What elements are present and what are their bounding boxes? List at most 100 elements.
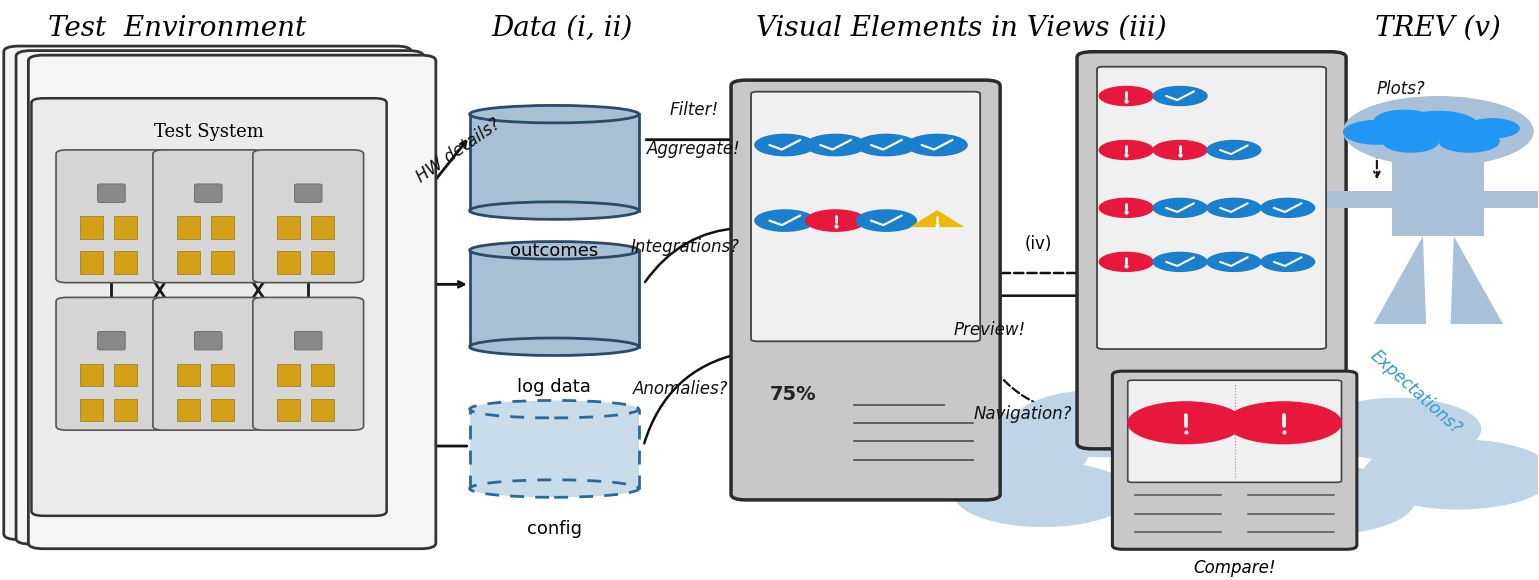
Bar: [211, 398, 234, 421]
Circle shape: [1013, 389, 1197, 458]
Bar: [469, 409, 639, 488]
Bar: [311, 216, 334, 239]
Bar: [1324, 191, 1539, 208]
FancyBboxPatch shape: [1097, 67, 1327, 349]
Text: 75%: 75%: [770, 385, 816, 404]
Bar: [277, 251, 300, 274]
Circle shape: [1153, 86, 1208, 106]
FancyBboxPatch shape: [55, 298, 166, 430]
Bar: [469, 114, 639, 211]
Circle shape: [1465, 118, 1521, 139]
Circle shape: [1153, 198, 1208, 218]
Text: Expectations?: Expectations?: [1367, 347, 1465, 438]
Bar: [277, 216, 300, 239]
FancyBboxPatch shape: [97, 331, 125, 350]
Circle shape: [1153, 140, 1208, 160]
Circle shape: [1313, 398, 1482, 460]
Text: Integrations?: Integrations?: [631, 238, 739, 256]
FancyBboxPatch shape: [152, 298, 263, 430]
Circle shape: [805, 133, 866, 157]
Circle shape: [1207, 140, 1262, 160]
Text: outcomes: outcomes: [509, 242, 599, 260]
Bar: [177, 364, 200, 386]
Ellipse shape: [469, 106, 639, 123]
Bar: [80, 216, 103, 239]
Circle shape: [874, 412, 1090, 491]
FancyBboxPatch shape: [1128, 380, 1342, 483]
Bar: [469, 251, 639, 347]
Circle shape: [1099, 140, 1154, 160]
Circle shape: [1099, 198, 1154, 218]
Circle shape: [1225, 465, 1416, 535]
Circle shape: [1399, 111, 1479, 140]
Bar: [177, 216, 200, 239]
Text: Filter!: Filter!: [669, 100, 719, 119]
Text: Compare!: Compare!: [1193, 560, 1276, 578]
Circle shape: [754, 133, 816, 157]
FancyBboxPatch shape: [31, 98, 386, 516]
Text: Navigation?: Navigation?: [974, 405, 1073, 423]
FancyBboxPatch shape: [194, 331, 222, 350]
Text: (iv): (iv): [1025, 235, 1053, 253]
Polygon shape: [1451, 236, 1504, 324]
Circle shape: [1260, 252, 1316, 272]
Ellipse shape: [469, 338, 639, 356]
Bar: [311, 364, 334, 386]
Text: TREV (v): TREV (v): [1376, 15, 1502, 42]
Circle shape: [1207, 252, 1262, 272]
Circle shape: [856, 209, 917, 232]
Bar: [114, 251, 137, 274]
FancyBboxPatch shape: [252, 150, 363, 282]
Ellipse shape: [469, 400, 639, 418]
FancyBboxPatch shape: [252, 298, 363, 430]
FancyBboxPatch shape: [15, 50, 423, 544]
Circle shape: [1260, 198, 1316, 218]
FancyBboxPatch shape: [731, 80, 1000, 500]
Text: Data (i, ii): Data (i, ii): [491, 15, 633, 42]
Text: Test  Environment: Test Environment: [48, 15, 306, 42]
Text: Visual Elements in Views (iii): Visual Elements in Views (iii): [756, 15, 1167, 42]
Bar: [80, 398, 103, 421]
Text: Plots?: Plots?: [1377, 79, 1425, 97]
FancyBboxPatch shape: [294, 184, 322, 202]
Ellipse shape: [469, 242, 639, 259]
Circle shape: [1207, 198, 1262, 218]
Circle shape: [906, 133, 968, 157]
Circle shape: [1153, 252, 1208, 272]
Text: Anomalies?: Anomalies?: [633, 380, 728, 398]
Circle shape: [1099, 252, 1154, 272]
Circle shape: [1128, 398, 1359, 483]
Circle shape: [1127, 401, 1244, 444]
Bar: [211, 251, 234, 274]
Ellipse shape: [469, 202, 639, 219]
FancyBboxPatch shape: [751, 92, 980, 341]
Circle shape: [1344, 96, 1534, 166]
FancyBboxPatch shape: [3, 46, 411, 539]
Bar: [80, 364, 103, 386]
Circle shape: [754, 209, 816, 232]
FancyBboxPatch shape: [1113, 371, 1357, 549]
Circle shape: [1344, 120, 1411, 145]
Circle shape: [1225, 401, 1342, 444]
Text: log data: log data: [517, 378, 591, 396]
Bar: [311, 251, 334, 274]
Circle shape: [954, 461, 1133, 527]
Bar: [311, 398, 334, 421]
Bar: [80, 251, 103, 274]
FancyBboxPatch shape: [28, 55, 436, 549]
FancyBboxPatch shape: [55, 150, 166, 282]
Circle shape: [805, 209, 866, 232]
Text: Preview!: Preview!: [953, 321, 1025, 339]
Bar: [177, 398, 200, 421]
Circle shape: [1439, 130, 1501, 153]
Circle shape: [856, 133, 917, 157]
FancyBboxPatch shape: [1077, 52, 1347, 449]
Text: Aggregate!: Aggregate!: [648, 140, 740, 158]
Bar: [114, 216, 137, 239]
Circle shape: [1384, 132, 1439, 153]
Bar: [277, 364, 300, 386]
Polygon shape: [910, 210, 963, 227]
FancyBboxPatch shape: [294, 331, 322, 350]
Bar: [277, 398, 300, 421]
FancyBboxPatch shape: [152, 150, 263, 282]
